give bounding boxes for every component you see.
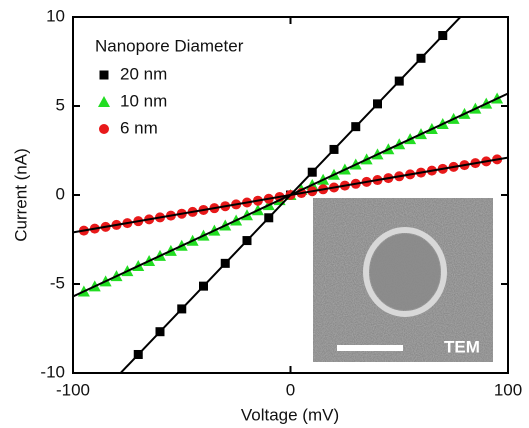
- pore-rim: [363, 227, 447, 317]
- tem-inset: TEM: [313, 198, 493, 362]
- x-axis-label: Voltage (mV): [241, 405, 339, 424]
- y-axis-label: Current (nA): [11, 148, 30, 242]
- legend-marker: [99, 70, 109, 80]
- legend-marker: [98, 96, 110, 107]
- x-tick-label: 0: [286, 380, 295, 399]
- scale-bar: [337, 345, 403, 351]
- legend-label: 6 nm: [120, 118, 158, 137]
- plot-area: [73, 17, 508, 373]
- legend-title: Nanopore Diameter: [95, 36, 244, 55]
- y-tick-label: 10: [46, 6, 65, 25]
- y-tick-label: 5: [56, 95, 65, 114]
- y-tick-label: -10: [40, 362, 65, 381]
- y-tick-label: 0: [56, 184, 65, 203]
- plot-frame: [72, 16, 509, 374]
- pore: [370, 234, 440, 310]
- legend-label: 10 nm: [120, 91, 167, 110]
- legend-marker: [99, 124, 109, 134]
- y-tick-label: -5: [50, 273, 65, 292]
- x-tick-label: 100: [494, 380, 522, 399]
- legend-label: 20 nm: [120, 64, 167, 83]
- fit-line: [73, 156, 508, 234]
- x-tick-label: -100: [56, 380, 90, 399]
- inset-label: TEM: [444, 337, 480, 356]
